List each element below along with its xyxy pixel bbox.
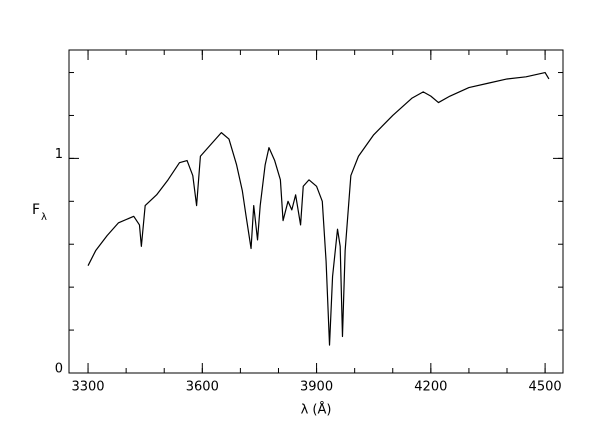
y-tick-label: 0 xyxy=(55,362,63,377)
spectrum-line xyxy=(87,71,550,346)
x-tick-label: 3300 xyxy=(71,380,104,395)
x-tick-label: 3600 xyxy=(186,380,219,395)
x-axis-label: λ (Å) xyxy=(301,402,332,418)
y-axis-label: F xyxy=(32,202,40,218)
plot-frame xyxy=(68,49,564,374)
x-tick-label: 4200 xyxy=(414,380,447,395)
y-tick-label: 1 xyxy=(55,147,63,162)
y-axis-label-sub: λ xyxy=(41,212,47,223)
x-tick-label: 3900 xyxy=(300,380,333,395)
x-tick-label: 4500 xyxy=(529,380,562,395)
